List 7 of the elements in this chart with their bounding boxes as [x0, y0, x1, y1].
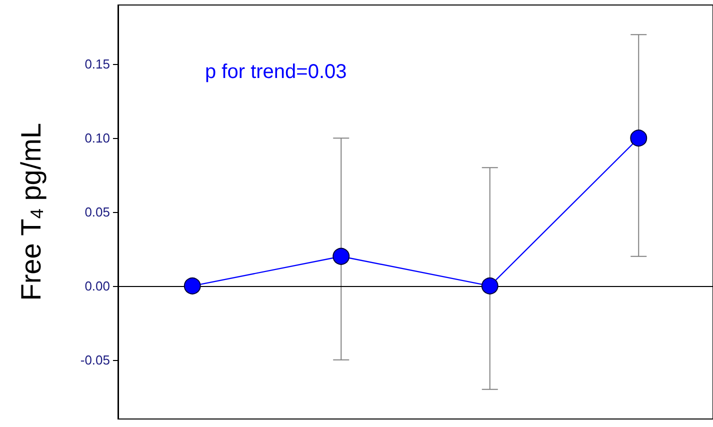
- y-axis-title: Free T4 pg/mL: [16, 122, 47, 301]
- annotation: p for trend=0.03: [205, 61, 347, 83]
- y-tick-label: 0.15: [84, 56, 110, 72]
- y-tick-label: 0.05: [84, 204, 110, 220]
- y-tick-label: -0.05: [80, 352, 110, 368]
- y-tick-label: 0.10: [84, 130, 110, 146]
- y-tick-label: 0.00: [84, 278, 110, 294]
